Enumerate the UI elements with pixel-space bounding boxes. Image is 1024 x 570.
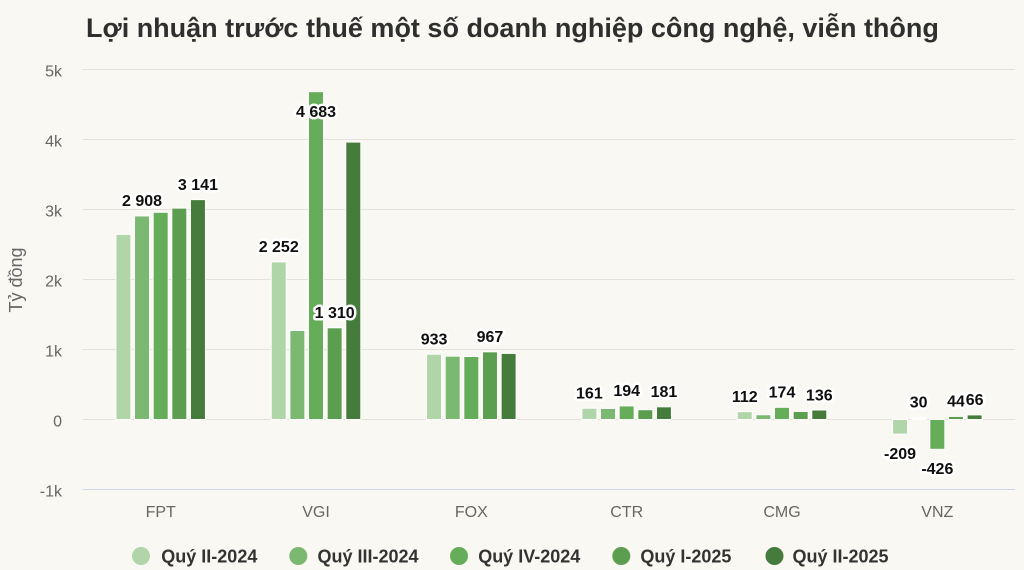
svg-text:Quý II-2024: Quý II-2024: [161, 547, 257, 567]
svg-text:3 141: 3 141: [178, 177, 218, 194]
svg-text:4 683: 4 683: [296, 104, 336, 121]
svg-text:VGI: VGI: [302, 504, 330, 521]
svg-text:30: 30: [910, 395, 928, 412]
svg-text:1 310: 1 310: [315, 305, 355, 322]
svg-text:933: 933: [421, 331, 448, 348]
svg-text:181: 181: [651, 384, 678, 401]
svg-text:Quý IV-2024: Quý IV-2024: [478, 547, 580, 567]
svg-text:4k: 4k: [45, 134, 63, 151]
svg-text:161: 161: [576, 386, 603, 403]
svg-text:FPT: FPT: [146, 504, 176, 521]
svg-text:967: 967: [477, 329, 504, 346]
svg-text:Tỷ đồng: Tỷ đồng: [6, 247, 26, 312]
svg-text:VNZ: VNZ: [921, 504, 953, 521]
svg-text:Lợi nhuận trước thuế một số do: Lợi nhuận trước thuế một số doanh nghiệp…: [86, 12, 939, 43]
svg-text:136: 136: [806, 387, 833, 404]
svg-text:-209: -209: [884, 446, 916, 463]
svg-text:-426: -426: [921, 461, 953, 478]
svg-text:Quý II-2025: Quý II-2025: [793, 547, 889, 567]
svg-text:2 252: 2 252: [259, 239, 299, 256]
svg-text:1k: 1k: [45, 344, 63, 361]
svg-text:174: 174: [769, 385, 796, 402]
svg-text:CTR: CTR: [610, 504, 643, 521]
svg-text:112: 112: [732, 389, 758, 406]
svg-text:194: 194: [613, 383, 640, 400]
svg-text:66: 66: [966, 392, 984, 409]
svg-text:44: 44: [947, 394, 965, 411]
svg-text:2 908: 2 908: [122, 193, 162, 210]
svg-text:5k: 5k: [45, 64, 63, 81]
svg-text:-1k: -1k: [40, 484, 63, 501]
svg-text:Quý III-2024: Quý III-2024: [318, 547, 419, 567]
svg-text:FOX: FOX: [455, 504, 488, 521]
svg-text:3k: 3k: [45, 204, 63, 221]
svg-text:0: 0: [53, 414, 62, 431]
svg-text:2k: 2k: [45, 274, 63, 291]
svg-text:Quý I-2025: Quý I-2025: [640, 547, 731, 567]
svg-text:CMG: CMG: [763, 504, 800, 521]
